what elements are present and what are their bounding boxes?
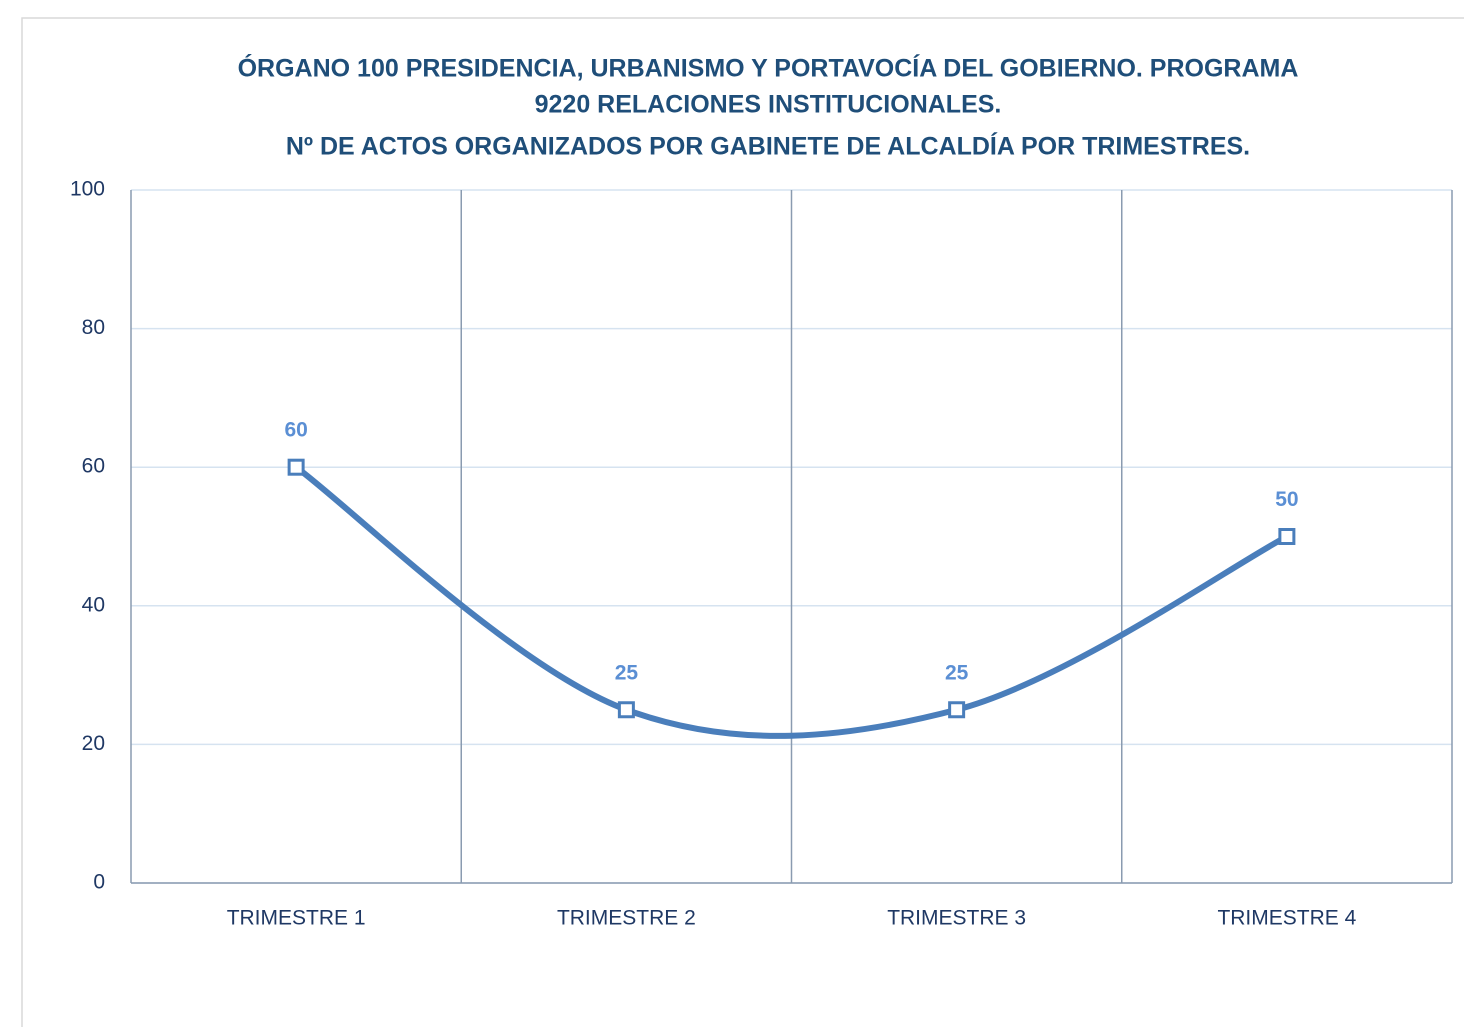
y-tick-label: 0 [93,871,105,894]
data-marker [1278,528,1296,545]
y-tick-label: 20 [82,732,105,755]
y-tick-label: 40 [82,593,105,616]
chart-title: 9220 RELACIONES INSTITUCIONALES. [535,91,1002,119]
chart-border [21,17,1464,1027]
data-label: 25 [945,661,969,684]
x-tick-label: TRIMESTRE 1 [227,907,366,930]
data-label: 60 [284,419,307,442]
data-marker [948,701,966,719]
y-tick-label: 80 [82,316,105,339]
x-tick-label: TRIMESTRE 2 [557,907,696,930]
chart-title: Nº DE ACTOS ORGANIZADOS POR GABINETE DE … [286,132,1250,161]
x-tick-label: TRIMESTRE 3 [887,907,1026,930]
data-label: 50 [1275,488,1298,511]
chart-title: ÓRGANO 100 PRESIDENCIA, URBANISMO Y PORT… [238,53,1299,83]
data-label: 25 [615,661,639,684]
data-line [293,464,1290,739]
y-tick-label: 60 [82,455,105,478]
data-marker [617,701,635,719]
y-tick-label: 100 [70,178,105,201]
x-tick-label: TRIMESTRE 4 [1217,907,1356,930]
data-marker [287,458,305,476]
